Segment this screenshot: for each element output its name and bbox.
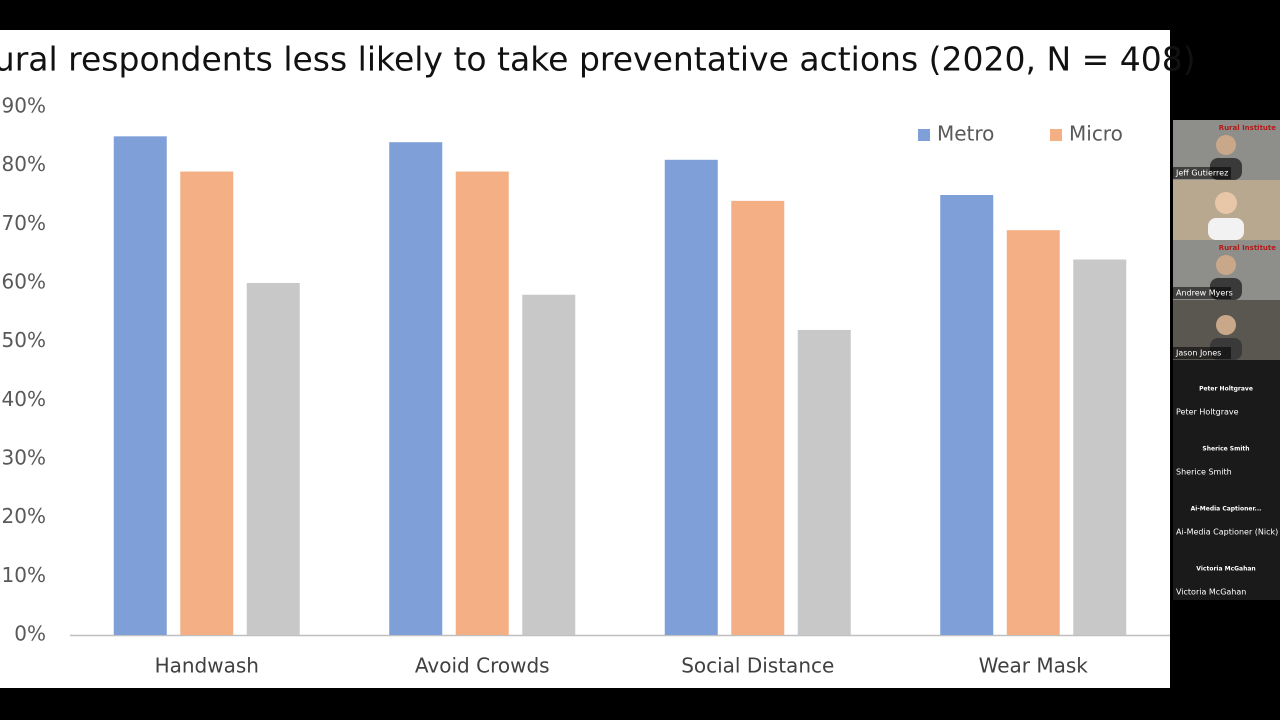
y-tick-label: 20% — [2, 504, 46, 528]
audio-tile — [1173, 480, 1280, 540]
tile-title: Ai-Media Captioner... — [1191, 506, 1262, 513]
participant-name: Victoria McGahan — [1176, 588, 1246, 597]
bar — [731, 200, 785, 635]
x-tick-label: Social Distance — [681, 654, 834, 678]
participant-name: Sherice Smith — [1176, 468, 1232, 477]
participants-panel: Rural Institute Jeff Gutierrez Rural Insti… — [1173, 120, 1280, 600]
participant-name: Ai-Media Captioner (Nick) — [1176, 528, 1278, 537]
y-tick-label: 0% — [14, 622, 46, 646]
y-tick-label: 90% — [2, 94, 46, 118]
slide — [0, 30, 1170, 688]
chart-title: Rural respondents less likely to take pr… — [0, 40, 1196, 79]
y-tick-label: 50% — [2, 328, 46, 352]
name-backdrop — [1173, 167, 1231, 179]
legend-label: Micro — [1069, 122, 1123, 146]
x-tick-label: Avoid Crowds — [415, 654, 550, 678]
y-tick-label: 10% — [2, 563, 46, 587]
avatar — [1216, 255, 1236, 275]
audio-tile — [1173, 420, 1280, 480]
bar — [389, 142, 443, 635]
avatar — [1216, 315, 1236, 335]
tile-title: Victoria McGahan — [1196, 566, 1255, 573]
avatar — [1216, 135, 1236, 155]
bar — [522, 294, 576, 635]
y-tick-label: 80% — [2, 152, 46, 176]
legend-swatch — [1050, 129, 1062, 141]
avatar — [1208, 218, 1244, 240]
legend-swatch — [918, 129, 930, 141]
bar — [797, 329, 851, 635]
bar — [1006, 230, 1060, 635]
participant-name: Jason Jones — [1175, 349, 1221, 358]
name-backdrop — [1173, 287, 1231, 299]
participant-name: Jeff Gutierrez — [1175, 169, 1228, 178]
logo: Rural Institute — [1219, 244, 1277, 252]
y-tick-label: 30% — [2, 446, 46, 470]
bar — [664, 159, 718, 636]
name-backdrop — [1173, 347, 1231, 359]
y-tick-label: 40% — [2, 387, 46, 411]
y-tick-label: 70% — [2, 211, 46, 235]
audio-tile — [1173, 540, 1280, 600]
bar — [1073, 259, 1127, 635]
bar — [180, 171, 234, 636]
participant-name: Peter Holtgrave — [1176, 408, 1239, 417]
legend-label: Metro — [937, 122, 994, 146]
bar — [246, 283, 300, 635]
bar — [940, 195, 994, 635]
x-tick-label: Handwash — [155, 654, 259, 678]
bar — [113, 136, 167, 636]
audio-tile — [1173, 360, 1280, 420]
logo: Rural Institute — [1219, 124, 1277, 132]
y-tick-label: 60% — [2, 270, 46, 294]
tile-title: Sherice Smith — [1202, 446, 1249, 453]
participant-name: Andrew Myers — [1176, 289, 1233, 298]
avatar — [1215, 192, 1237, 214]
tile-title: Peter Holtgrave — [1199, 386, 1253, 393]
x-tick-label: Wear Mask — [979, 654, 1089, 678]
bar — [455, 171, 509, 636]
